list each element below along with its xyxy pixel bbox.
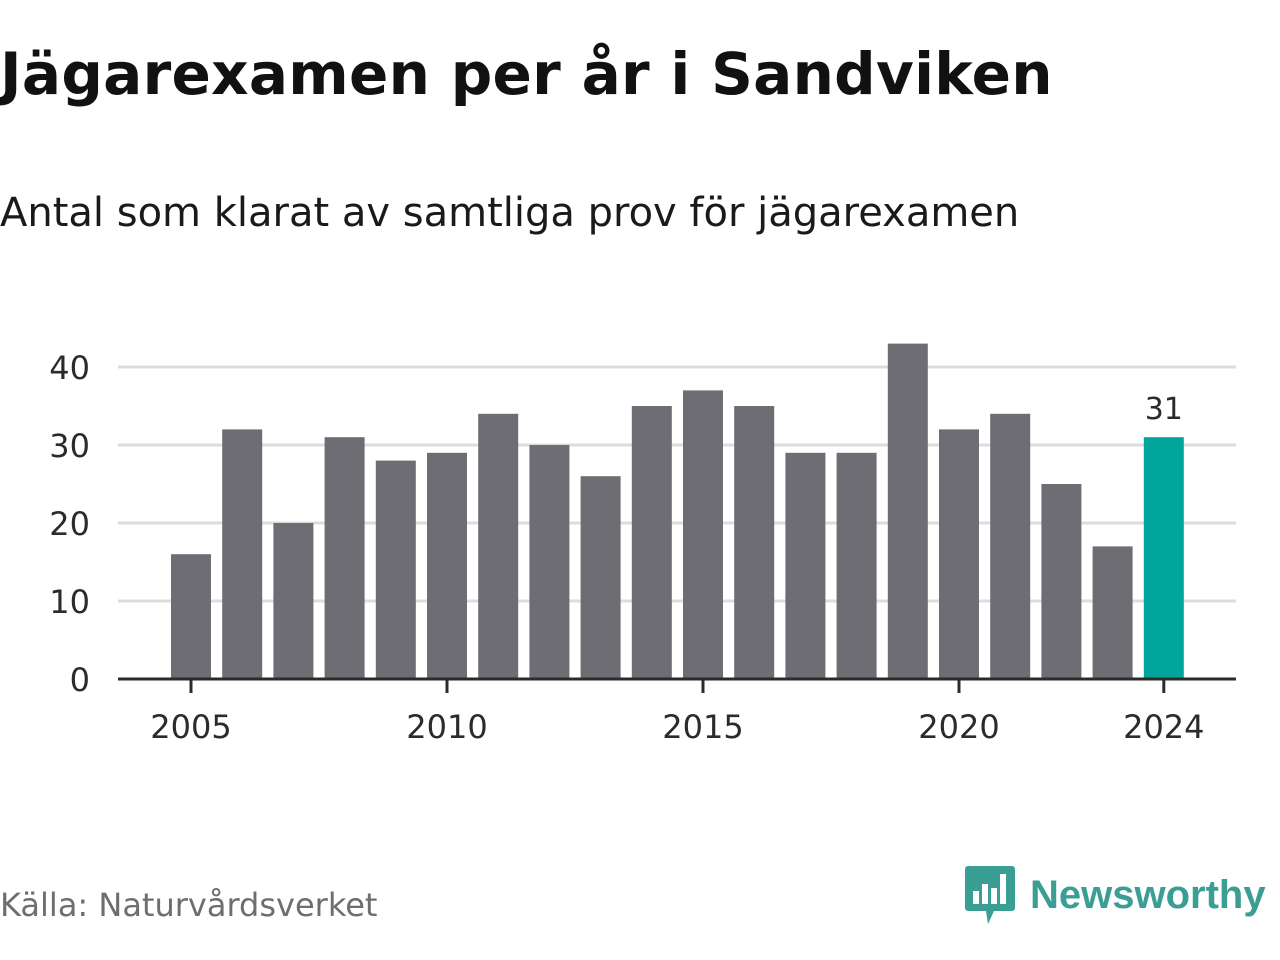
x-tick-label-2015: 2015 <box>662 708 743 746</box>
y-tick-label-20: 20 <box>49 505 90 543</box>
bar-2011 <box>478 413 519 679</box>
bar-2020 <box>939 429 979 679</box>
brand-logo: Newsworthy <box>964 864 1266 926</box>
bar-2024 <box>1143 437 1184 679</box>
bar-2007 <box>273 523 314 679</box>
bar-2021 <box>990 413 1031 679</box>
data-label-2024: 31 <box>1145 392 1183 427</box>
bar-2015 <box>683 390 723 679</box>
newsworthy-logo-icon <box>965 866 1015 924</box>
brand-name: Newsworthy <box>1030 872 1266 917</box>
chart-subtitle: Antal som klarat av samtliga prov för jä… <box>0 190 1020 236</box>
bar-2014 <box>631 406 672 679</box>
bar-2016 <box>734 406 775 679</box>
bar-2005 <box>171 554 211 679</box>
bar-2013 <box>580 476 621 679</box>
bar-2023 <box>1092 546 1133 679</box>
y-tick-label-0: 0 <box>70 661 90 699</box>
y-tick-label-30: 30 <box>49 427 90 465</box>
bar-2009 <box>375 460 416 679</box>
bar-2012 <box>529 445 570 679</box>
x-tick-label-2010: 2010 <box>406 708 487 746</box>
y-tick-label-10: 10 <box>49 583 90 621</box>
bar-2017 <box>785 452 826 679</box>
x-tick-label-2024: 2024 <box>1123 708 1204 746</box>
bar-2018 <box>836 452 877 679</box>
x-tick-label-2005: 2005 <box>150 708 231 746</box>
x-tick-label-2020: 2020 <box>918 708 999 746</box>
source-note: Källa: Naturvårdsverket <box>0 886 378 924</box>
y-tick-label-40: 40 <box>49 349 90 387</box>
bar-2008 <box>324 437 365 679</box>
bar-2022 <box>1041 484 1082 679</box>
chart-title: Jägarexamen per år i Sandviken <box>0 40 1053 108</box>
bar-2010 <box>427 452 467 679</box>
bar-2006 <box>222 429 263 679</box>
bar-2019 <box>887 343 928 679</box>
